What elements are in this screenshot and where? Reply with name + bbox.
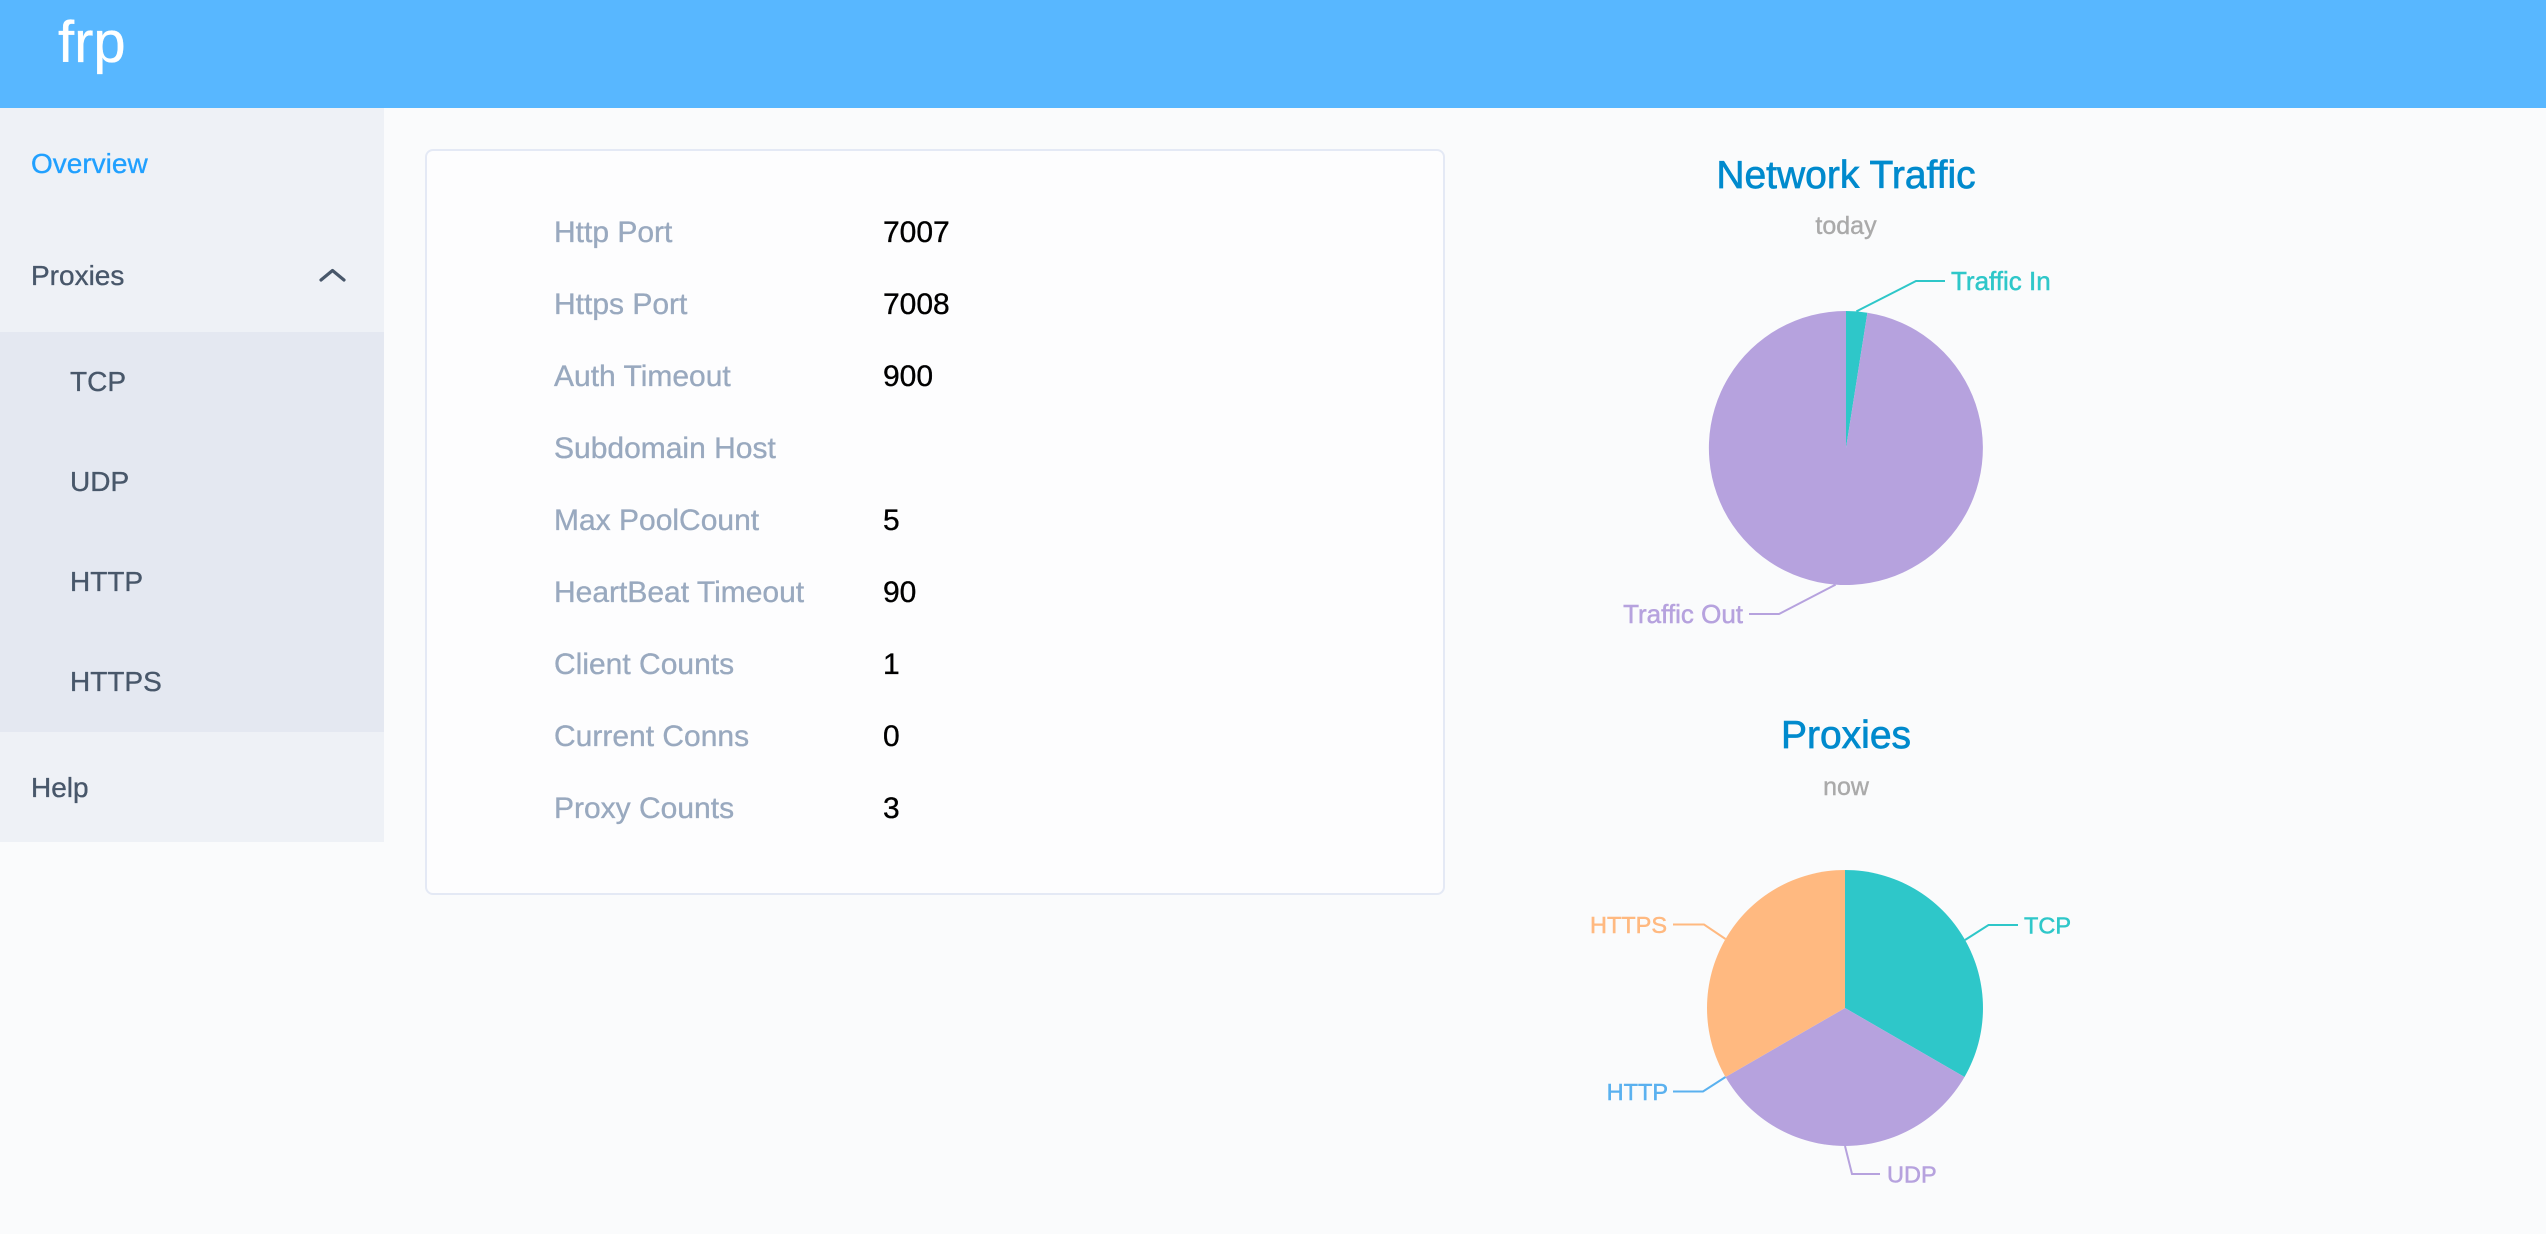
svg-text:TCP: TCP [2024, 913, 2071, 939]
svg-text:now: now [1823, 773, 1870, 801]
svg-text:Traffic In: Traffic In [1951, 266, 2051, 296]
svg-text:HTTPS: HTTPS [1590, 912, 1667, 938]
svg-text:Proxies: Proxies [1781, 714, 1911, 757]
svg-text:UDP: UDP [1887, 1162, 1937, 1188]
svg-text:Traffic Out: Traffic Out [1623, 599, 1744, 629]
svg-text:today: today [1815, 212, 1877, 240]
svg-text:Network Traffic: Network Traffic [1716, 154, 1975, 197]
svg-text:HTTP: HTTP [1607, 1079, 1668, 1105]
